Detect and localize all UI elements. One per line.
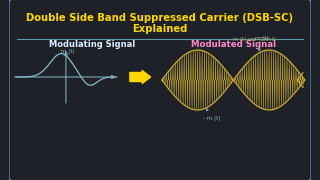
Text: m (t) cos (2πfct): m (t) cos (2πfct) bbox=[233, 37, 276, 42]
Text: m (t): m (t) bbox=[255, 36, 268, 51]
Text: Modulated Signal: Modulated Signal bbox=[191, 39, 276, 48]
Text: Modulating Signal: Modulating Signal bbox=[49, 39, 135, 48]
FancyArrow shape bbox=[130, 71, 151, 84]
Text: Double Side Band Suppressed Carrier (DSB-SC): Double Side Band Suppressed Carrier (DSB… bbox=[27, 13, 293, 23]
Text: Explained: Explained bbox=[132, 24, 188, 34]
Text: - m (t): - m (t) bbox=[203, 109, 220, 121]
Text: m (t): m (t) bbox=[61, 49, 75, 54]
